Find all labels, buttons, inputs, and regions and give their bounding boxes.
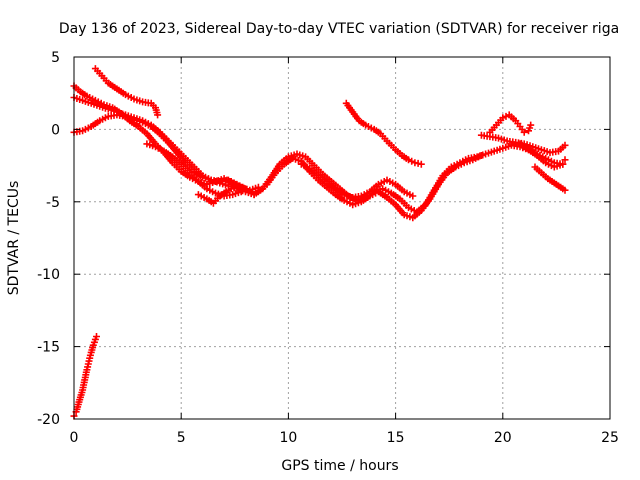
plus-markers — [297, 160, 417, 201]
plus-markers — [342, 99, 425, 168]
series-track-4 — [91, 65, 162, 119]
x-tick-labels: 0 5 10 15 20 25 — [70, 430, 619, 446]
chart-title: Day 136 of 2023, Sidereal Day-to-day VTE… — [59, 21, 619, 37]
y-tick-label: -5 — [46, 195, 60, 211]
data-points — [70, 65, 569, 420]
plot-frame — [73, 56, 611, 420]
x-tick-label: 20 — [494, 430, 512, 446]
y-tick-label: 0 — [51, 122, 60, 138]
series-track-8 — [297, 160, 417, 201]
x-tick-label: 0 — [70, 430, 79, 446]
x-tick-label: 15 — [387, 430, 405, 446]
y-tick-label: -15 — [37, 340, 60, 356]
series-track-11 — [477, 131, 569, 157]
series-track-9 — [342, 99, 425, 168]
plus-markers — [477, 131, 569, 157]
y-tick-label: 5 — [51, 50, 60, 66]
plus-markers — [486, 111, 535, 136]
series-track-12 — [516, 140, 569, 171]
y-tick-label: -20 — [37, 412, 60, 428]
series-track-13 — [531, 163, 569, 194]
x-tick-label: 5 — [177, 430, 186, 446]
y-tick-labels: -20 -15 -10 -5 0 5 — [37, 50, 60, 428]
y-axis-label: SDTVAR / TECUs — [6, 181, 22, 296]
x-axis-label: GPS time / hours — [281, 458, 398, 474]
y-tick-label: -10 — [37, 267, 60, 283]
plus-markers — [91, 65, 162, 119]
x-tick-label: 10 — [279, 430, 297, 446]
x-tick-label: 25 — [601, 430, 619, 446]
plus-markers — [516, 140, 569, 171]
plus-markers — [531, 163, 569, 194]
series-track-10 — [486, 111, 535, 136]
axis-ticks — [73, 56, 611, 420]
